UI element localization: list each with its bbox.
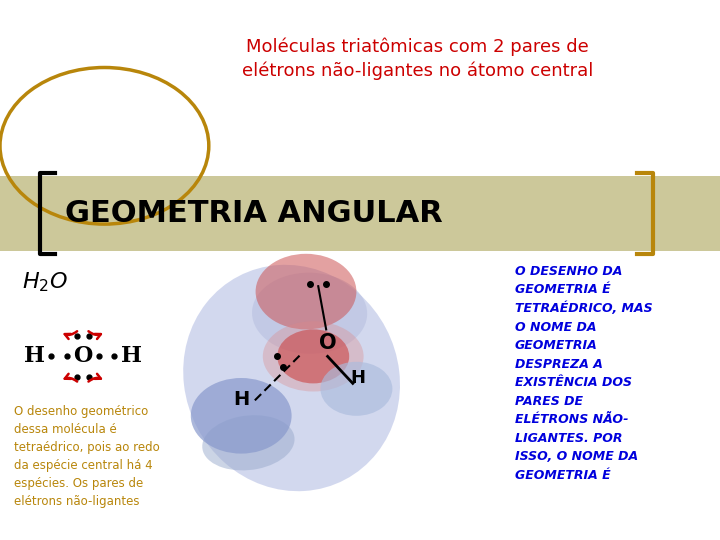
Ellipse shape [252, 273, 367, 354]
Text: H: H [120, 346, 142, 367]
Ellipse shape [202, 415, 294, 470]
Ellipse shape [277, 329, 349, 383]
Text: Moléculas triatômicas com 2 pares de
elétrons não-ligantes no átomo central: Moléculas triatômicas com 2 pares de elé… [242, 38, 593, 80]
FancyBboxPatch shape [0, 176, 720, 251]
Text: H: H [351, 369, 365, 387]
Text: H: H [24, 346, 45, 367]
Ellipse shape [263, 321, 364, 392]
Text: $H_2O$: $H_2O$ [22, 270, 68, 294]
Ellipse shape [320, 362, 392, 416]
Ellipse shape [256, 254, 356, 329]
Ellipse shape [191, 378, 292, 454]
Text: H: H [233, 390, 249, 409]
Text: O: O [319, 333, 336, 353]
Ellipse shape [183, 265, 400, 491]
Text: O DESENHO DA
GEOMETRIA É
TETRAÉDRICO, MAS
O NOME DA
GEOMETRIA
DESPREZA A
EXISTÊN: O DESENHO DA GEOMETRIA É TETRAÉDRICO, MA… [515, 265, 652, 482]
Text: GEOMETRIA ANGULAR: GEOMETRIA ANGULAR [65, 199, 443, 228]
Text: O desenho geométrico
dessa molécula é
tetraédrico, pois ao redo
da espécie centr: O desenho geométrico dessa molécula é te… [14, 405, 160, 508]
Text: O: O [73, 346, 92, 367]
